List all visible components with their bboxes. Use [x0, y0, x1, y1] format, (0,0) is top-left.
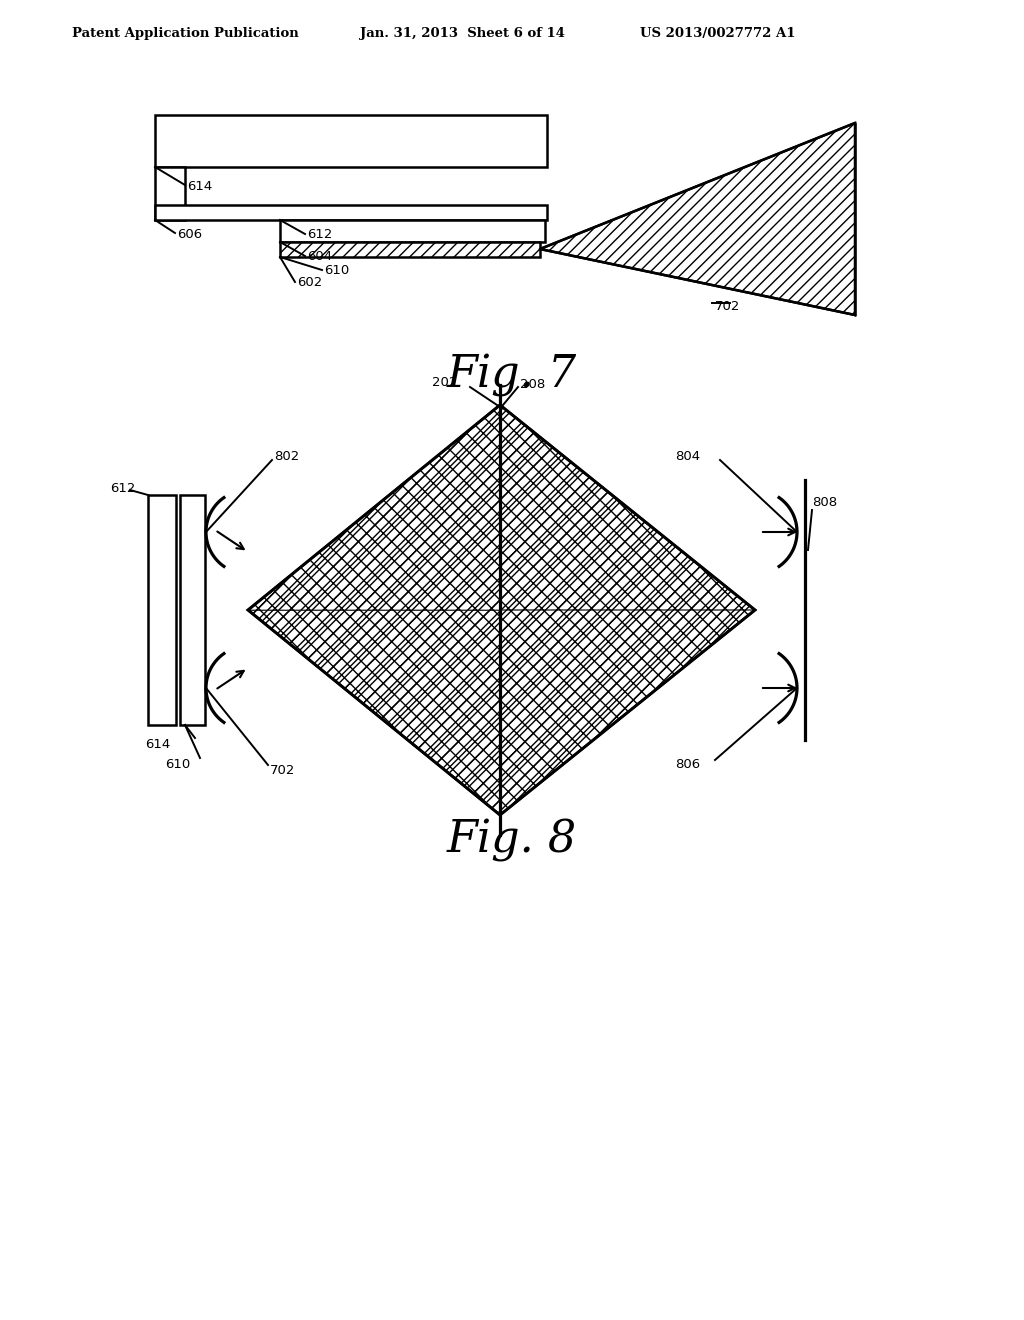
Text: Fig. 7: Fig. 7 [446, 354, 578, 396]
Polygon shape [248, 405, 755, 814]
Text: 208: 208 [520, 379, 545, 392]
FancyBboxPatch shape [155, 168, 185, 220]
Polygon shape [540, 123, 855, 315]
Text: 604: 604 [307, 251, 332, 264]
Text: Fig. 8: Fig. 8 [446, 818, 578, 862]
Text: 612: 612 [307, 228, 333, 242]
Text: 804: 804 [675, 450, 700, 463]
Text: Jan. 31, 2013  Sheet 6 of 14: Jan. 31, 2013 Sheet 6 of 14 [360, 26, 565, 40]
FancyBboxPatch shape [280, 220, 545, 242]
FancyBboxPatch shape [155, 205, 547, 220]
Text: 202: 202 [432, 376, 458, 389]
Text: 606: 606 [177, 227, 202, 240]
Text: 610: 610 [324, 264, 349, 277]
Text: 602: 602 [297, 276, 323, 289]
FancyBboxPatch shape [148, 495, 176, 725]
FancyBboxPatch shape [180, 495, 205, 725]
FancyBboxPatch shape [155, 115, 547, 168]
Text: 614: 614 [145, 738, 170, 751]
Text: 702: 702 [715, 301, 740, 314]
Text: 808: 808 [812, 495, 838, 508]
Text: 806: 806 [675, 759, 700, 771]
Text: 612: 612 [110, 482, 135, 495]
Text: US 2013/0027772 A1: US 2013/0027772 A1 [640, 26, 796, 40]
Text: 702: 702 [270, 763, 295, 776]
Text: 802: 802 [274, 450, 299, 463]
FancyBboxPatch shape [280, 242, 540, 257]
Text: 610: 610 [165, 759, 190, 771]
Text: Patent Application Publication: Patent Application Publication [72, 26, 299, 40]
Text: 614: 614 [187, 181, 212, 194]
